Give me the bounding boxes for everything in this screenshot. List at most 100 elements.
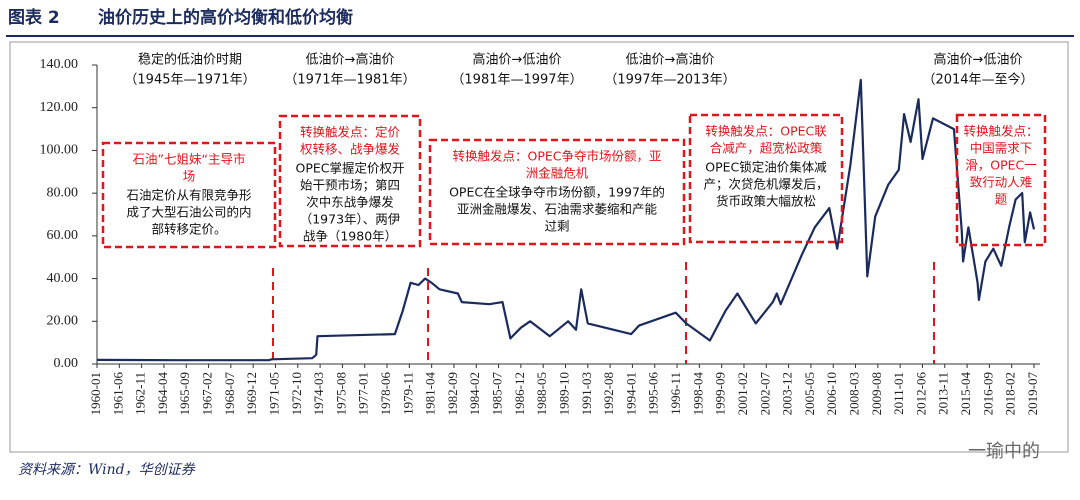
figure-title: 油价历史上的高价均衡和低价均衡	[98, 7, 353, 28]
box-head: 中国需求下	[970, 141, 1033, 156]
period-range: （1997年—2013年）	[604, 73, 735, 88]
box-head: 权转移、战争爆发	[300, 142, 401, 157]
figure-label: 图表 2	[8, 7, 60, 28]
x-tick-label: 2016-09	[980, 372, 995, 415]
x-tick-label: 1960-01	[88, 372, 103, 415]
box-body: 货币政策大幅放松	[716, 194, 816, 209]
chart-frame	[9, 41, 1069, 453]
x-tick-label: 1965-09	[177, 372, 192, 415]
box-body: 石油定价从有限竞争形	[126, 188, 252, 203]
x-tick-label: 2009-08	[869, 372, 884, 415]
x-tick-label: 1978-06	[378, 372, 393, 416]
box-head: 石油”七姐妹“主导市	[133, 152, 246, 167]
box-head: 致行动人难	[970, 175, 1033, 190]
watermark: 一瑜中的	[968, 441, 1040, 462]
x-tick-label: 1971-05	[266, 372, 281, 415]
x-tick-label: 1969-12	[244, 372, 259, 415]
period-name: 高油价→低油价	[473, 52, 562, 68]
x-tick-label: 1961-06	[110, 372, 125, 416]
source: 资料来源：Wind，华创证券	[18, 462, 196, 478]
period-name: 低油价→高油价	[306, 52, 395, 68]
x-tick-label: 2019-07	[1025, 372, 1040, 416]
x-tick-label: 1984-02	[467, 372, 482, 415]
x-tick-label: 1999-09	[713, 372, 728, 415]
x-tick-label: 1998-04	[690, 372, 705, 416]
x-tick-label: 1981-04	[423, 372, 438, 416]
box-head: 转换触发点：定价	[300, 125, 401, 140]
period-range: （1945年—1971年）	[124, 73, 255, 88]
box-head: 转换触发点：OPEC争夺市场份额，亚	[452, 149, 661, 164]
box-body: 产；次贷危机爆发后，	[703, 177, 828, 192]
box-head: 转换触发点：OPEC联	[705, 124, 827, 139]
annotation-box	[101, 141, 277, 249]
period-range: （1971年—1981年）	[284, 73, 415, 88]
x-tick-label: 2002-07	[757, 372, 772, 416]
box-body: 成了大型石油公司的内	[126, 205, 251, 220]
y-tick-label: 20.00	[47, 314, 79, 329]
x-tick-label: 1972-10	[289, 372, 304, 415]
box-body: 战争（1980年）	[303, 229, 397, 244]
x-tick-label: 2013-11	[936, 372, 951, 415]
box-head: 滑，OPEC一	[965, 158, 1037, 173]
box-body: OPEC锁定油价集体减	[705, 160, 827, 175]
box-head: 洲金融危机	[526, 166, 589, 181]
y-tick-label: 60.00	[47, 228, 79, 243]
annotation-box	[688, 113, 844, 244]
annotation-box	[278, 114, 422, 248]
annotation-box	[955, 113, 1047, 247]
x-tick-label: 2011-01	[891, 372, 906, 415]
box-body: （1973年）、两伊	[300, 212, 401, 227]
x-tick-label: 1979-11	[400, 372, 415, 415]
x-tick-label: 2005-05	[802, 372, 817, 415]
x-tick-label: 2015-04	[958, 372, 973, 416]
x-tick-label: 1968-07	[222, 372, 237, 416]
x-tick-label: 1988-05	[534, 372, 549, 415]
period-name: 稳定的低油价时期	[138, 52, 242, 68]
x-tick-label: 1996-11	[668, 372, 683, 415]
box-head: 转换触发点：	[963, 124, 1038, 139]
x-tick-label: 1994-01	[623, 372, 638, 415]
x-tick-label: 1991-03	[579, 372, 594, 415]
y-tick-label: 0.00	[54, 356, 79, 371]
x-tick-label: 1992-08	[601, 372, 616, 415]
y-tick-label: 140.00	[40, 57, 79, 72]
x-tick-label: 1989-10	[556, 372, 571, 415]
box-head: 场	[183, 169, 196, 184]
y-tick-label: 80.00	[47, 185, 79, 200]
divider-lines	[272, 262, 935, 364]
box-head: 合减产，超宽松政策	[710, 141, 823, 156]
x-tick-label: 2003-12	[780, 372, 795, 415]
y-tick-label: 100.00	[40, 143, 79, 158]
x-tick-label: 1967-02	[200, 372, 215, 415]
x-tick-label: 2008-03	[847, 372, 862, 415]
period-range: （1981年—1997年）	[451, 73, 582, 88]
x-tick-label: 1975-08	[333, 372, 348, 415]
box-body: 始干预市场；第四	[300, 178, 400, 193]
x-tick-label: 1962-11	[133, 372, 148, 415]
box-body: OPEC掌握定价权开	[295, 161, 404, 176]
x-tick-label: 1982-09	[445, 372, 460, 415]
y-tick-label: 40.00	[47, 271, 79, 286]
period-name: 高油价→低油价	[934, 52, 1023, 68]
x-tick-label: 1985-07	[490, 372, 505, 416]
price-line	[96, 78, 1036, 362]
x-tick-label: 1964-04	[155, 372, 170, 416]
box-body: 亚洲金融爆发、石油需求萎缩和产能	[457, 202, 658, 217]
x-tick-label: 2012-06	[913, 372, 928, 416]
x-tick-label: 2006-10	[824, 372, 839, 415]
x-tick-label: 1986-12	[512, 372, 527, 415]
box-head: 题	[995, 192, 1008, 207]
box-body: 过剩	[544, 219, 569, 234]
x-tick-label: 1995-06	[646, 372, 661, 416]
x-tick-label: 2001-02	[735, 372, 750, 415]
box-body: 次中东战争爆发	[306, 195, 394, 210]
box-body: 部转移定价。	[151, 222, 226, 237]
x-tick-label: 1974-03	[311, 372, 326, 415]
x-tick-label: 1977-01	[356, 372, 371, 415]
box-body: OPEC在全球争夺市场份额，1997年的	[449, 185, 665, 200]
y-tick-label: 120.00	[40, 100, 79, 115]
x-tick-label: 2018-02	[1003, 372, 1018, 415]
period-range: （2014年—至今）	[922, 72, 1033, 88]
annotation-box	[428, 138, 686, 246]
